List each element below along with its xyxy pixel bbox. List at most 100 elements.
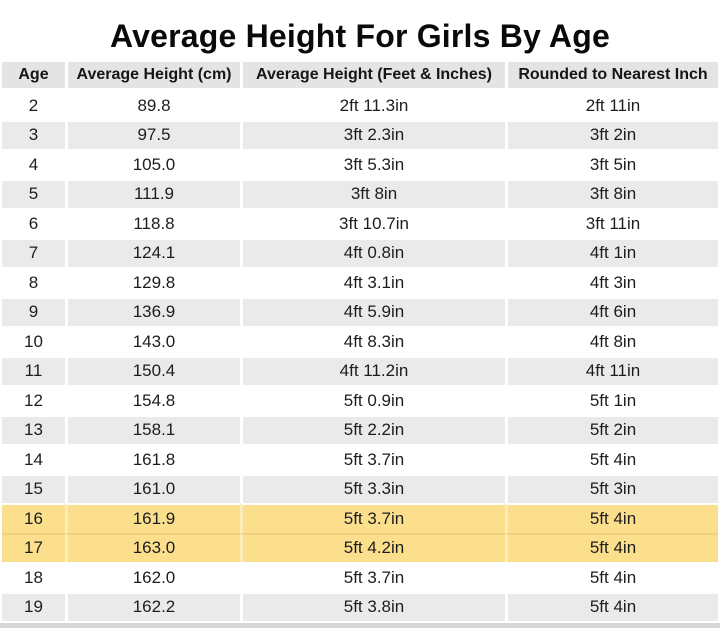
cm-cell: 161.0	[65, 473, 240, 503]
feet-inches-cell: 2ft 11.3in	[240, 90, 505, 120]
rounded-inch-cell: 3ft 5in	[505, 149, 718, 179]
age-cell: 6	[2, 208, 65, 238]
rounded-inch-cell: 5ft 4in	[505, 503, 718, 533]
table-row: 6 118.8 3ft 10.7in 3ft 11in	[2, 208, 718, 238]
age-cell: 19	[2, 591, 65, 621]
cm-cell: 129.8	[65, 267, 240, 297]
feet-inches-cell: 5ft 0.9in	[240, 385, 505, 415]
table-row: 14 161.8 5ft 3.7in 5ft 4in	[2, 444, 718, 474]
table-row: 4 105.0 3ft 5.3in 3ft 5in	[2, 149, 718, 179]
age-cell: 10	[2, 326, 65, 356]
age-cell: 5	[2, 178, 65, 208]
column-header-0: Age	[2, 62, 65, 90]
table-row: 8 129.8 4ft 3.1in 4ft 3in	[2, 267, 718, 297]
table-row: 9 136.9 4ft 5.9in 4ft 6in	[2, 296, 718, 326]
table-row: 11 150.4 4ft 11.2in 4ft 11in	[2, 355, 718, 385]
cm-cell: 158.1	[65, 414, 240, 444]
cm-cell: 97.5	[65, 119, 240, 149]
rounded-inch-cell: 3ft 2in	[505, 119, 718, 149]
cm-cell: 136.9	[65, 296, 240, 326]
age-cell: 9	[2, 296, 65, 326]
table-row: 5 111.9 3ft 8in 3ft 8in	[2, 178, 718, 208]
rounded-inch-cell: 4ft 8in	[505, 326, 718, 356]
rounded-inch-cell: 5ft 4in	[505, 591, 718, 621]
rounded-inch-cell: 5ft 4in	[505, 532, 718, 562]
feet-inches-cell: 5ft 2.2in	[240, 414, 505, 444]
table-row: 3 97.5 3ft 2.3in 3ft 2in	[2, 119, 718, 149]
feet-inches-cell: 5ft 3.3in	[240, 473, 505, 503]
cm-cell: 124.1	[65, 237, 240, 267]
table-row: 12 154.8 5ft 0.9in 5ft 1in	[2, 385, 718, 415]
rounded-inch-cell: 5ft 4in	[505, 444, 718, 474]
feet-inches-cell: 4ft 8.3in	[240, 326, 505, 356]
cm-cell: 154.8	[65, 385, 240, 415]
cm-cell: 161.9	[65, 503, 240, 533]
table-row: 19 162.2 5ft 3.8in 5ft 4in	[2, 591, 718, 621]
feet-inches-cell: 3ft 5.3in	[240, 149, 505, 179]
cm-cell: 111.9	[65, 178, 240, 208]
rounded-inch-cell: 5ft 1in	[505, 385, 718, 415]
age-cell: 8	[2, 267, 65, 297]
feet-inches-cell: 5ft 3.7in	[240, 562, 505, 592]
height-table: Age Average Height (cm) Average Height (Fe…	[2, 62, 718, 621]
cm-cell: 162.0	[65, 562, 240, 592]
table-row: 15 161.0 5ft 3.3in 5ft 3in	[2, 473, 718, 503]
cm-cell: 163.0	[65, 532, 240, 562]
rounded-inch-cell: 4ft 11in	[505, 355, 718, 385]
age-cell: 12	[2, 385, 65, 415]
feet-inches-cell: 5ft 3.7in	[240, 503, 505, 533]
rounded-inch-cell: 4ft 1in	[505, 237, 718, 267]
age-cell: 7	[2, 237, 65, 267]
age-cell: 13	[2, 414, 65, 444]
table-row: 7 124.1 4ft 0.8in 4ft 1in	[2, 237, 718, 267]
cm-cell: 89.8	[65, 90, 240, 120]
feet-inches-cell: 5ft 4.2in	[240, 532, 505, 562]
age-cell: 3	[2, 119, 65, 149]
cm-cell: 162.2	[65, 591, 240, 621]
feet-inches-cell: 3ft 8in	[240, 178, 505, 208]
table-body: 2 89.8 2ft 11.3in 2ft 11in 3 97.5 3ft 2.3in 3ft…	[2, 90, 718, 621]
rounded-inch-cell: 5ft 4in	[505, 562, 718, 592]
column-header-2: Average Height (Feet & Inches)	[240, 62, 505, 90]
cm-cell: 118.8	[65, 208, 240, 238]
age-cell: 2	[2, 90, 65, 120]
bottom-strip	[0, 623, 720, 628]
feet-inches-cell: 4ft 5.9in	[240, 296, 505, 326]
feet-inches-cell: 5ft 3.7in	[240, 444, 505, 474]
age-cell: 18	[2, 562, 65, 592]
age-cell: 4	[2, 149, 65, 179]
rounded-inch-cell: 2ft 11in	[505, 90, 718, 120]
rounded-inch-cell: 5ft 2in	[505, 414, 718, 444]
page-title: Average Height For Girls By Age	[110, 18, 610, 54]
feet-inches-cell: 3ft 2.3in	[240, 119, 505, 149]
feet-inches-cell: 3ft 10.7in	[240, 208, 505, 238]
table-row: 16 161.9 5ft 3.7in 5ft 4in	[2, 503, 718, 533]
table-row: 2 89.8 2ft 11.3in 2ft 11in	[2, 90, 718, 120]
cm-cell: 105.0	[65, 149, 240, 179]
rounded-inch-cell: 3ft 11in	[505, 208, 718, 238]
cm-cell: 150.4	[65, 355, 240, 385]
cm-cell: 161.8	[65, 444, 240, 474]
cm-cell: 143.0	[65, 326, 240, 356]
table-row: 17 163.0 5ft 4.2in 5ft 4in	[2, 532, 718, 562]
feet-inches-cell: 4ft 3.1in	[240, 267, 505, 297]
age-cell: 14	[2, 444, 65, 474]
table-header-row: Age Average Height (cm) Average Height (Fe…	[2, 62, 718, 90]
feet-inches-cell: 4ft 11.2in	[240, 355, 505, 385]
table-row: 10 143.0 4ft 8.3in 4ft 8in	[2, 326, 718, 356]
table-row: 18 162.0 5ft 3.7in 5ft 4in	[2, 562, 718, 592]
rounded-inch-cell: 4ft 3in	[505, 267, 718, 297]
age-cell: 11	[2, 355, 65, 385]
rounded-inch-cell: 3ft 8in	[505, 178, 718, 208]
table-row: 13 158.1 5ft 2.2in 5ft 2in	[2, 414, 718, 444]
rounded-inch-cell: 5ft 3in	[505, 473, 718, 503]
rounded-inch-cell: 4ft 6in	[505, 296, 718, 326]
feet-inches-cell: 5ft 3.8in	[240, 591, 505, 621]
age-cell: 15	[2, 473, 65, 503]
age-cell: 17	[2, 532, 65, 562]
column-header-1: Average Height (cm)	[65, 62, 240, 90]
feet-inches-cell: 4ft 0.8in	[240, 237, 505, 267]
column-header-3: Rounded to Nearest Inch	[505, 62, 718, 90]
age-cell: 16	[2, 503, 65, 533]
